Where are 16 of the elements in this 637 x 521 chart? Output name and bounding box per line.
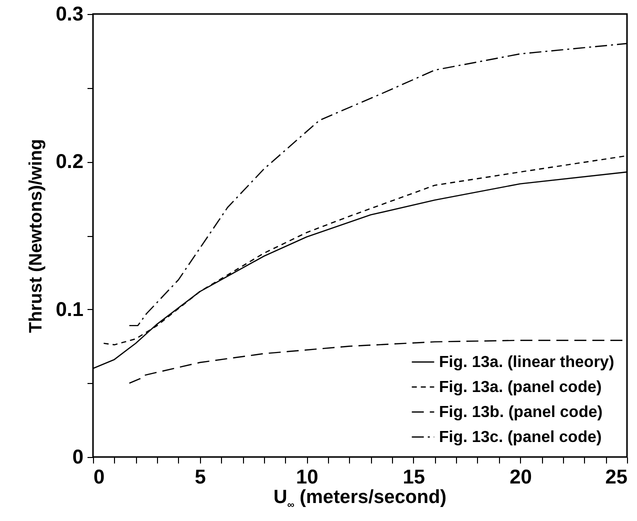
legend-label: Fig. 13b. (panel code): [439, 404, 603, 421]
y-tick-label: 0: [72, 446, 84, 468]
y-tick-label: 0.3: [56, 4, 84, 26]
y-axis-title: Thrust (Newtons)/wing: [26, 139, 46, 333]
y-tick-label: 0.2: [56, 151, 84, 174]
x-tick-label: 15: [402, 466, 426, 488]
legend-label: Fig. 13a. (linear theory): [439, 354, 614, 371]
x-tick-label: 5: [194, 466, 206, 488]
legend-label: Fig. 13a. (panel code): [439, 379, 602, 396]
x-tick-label: 0: [94, 466, 105, 488]
legend-label: Fig. 13c. (panel code): [439, 429, 602, 446]
x-axis-title: U$_{∞}$ (meters/second): [272, 487, 448, 511]
y-tick-label: 0.1: [56, 298, 84, 321]
x-tick-label: 25: [605, 466, 628, 488]
x-tick-label: 10: [296, 466, 318, 488]
x-tick-label: 20: [510, 466, 532, 488]
